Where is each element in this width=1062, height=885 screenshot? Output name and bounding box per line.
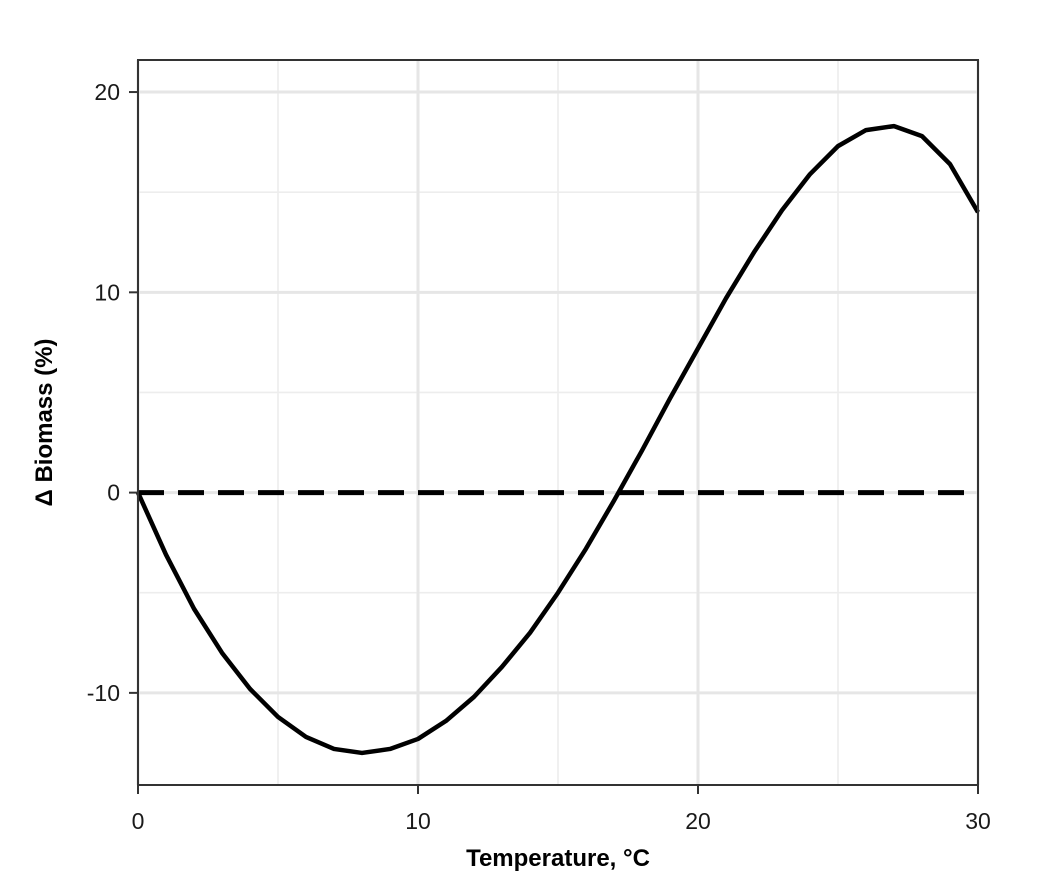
y-tick-label: 0 — [107, 480, 120, 506]
y-tick-label: -10 — [87, 680, 120, 706]
x-tick-label: 20 — [685, 808, 711, 834]
x-axis: 0 10 20 30 — [132, 785, 991, 834]
minor-gridlines — [138, 60, 978, 785]
plot-panel-border — [137, 59, 979, 786]
y-tick-label: 20 — [94, 79, 120, 105]
x-tick-label: 30 — [965, 808, 991, 834]
y-axis-title: Δ Biomass (%) — [31, 339, 58, 507]
series-layer — [135, 123, 980, 756]
x-axis-title: Temperature, °C — [466, 845, 650, 872]
y-tick-label: 10 — [94, 279, 120, 305]
biomass-series-line — [135, 123, 980, 756]
x-tick-label: 0 — [132, 808, 145, 834]
y-axis: -10 0 10 20 — [87, 79, 138, 706]
x-tick-label: 10 — [405, 808, 431, 834]
